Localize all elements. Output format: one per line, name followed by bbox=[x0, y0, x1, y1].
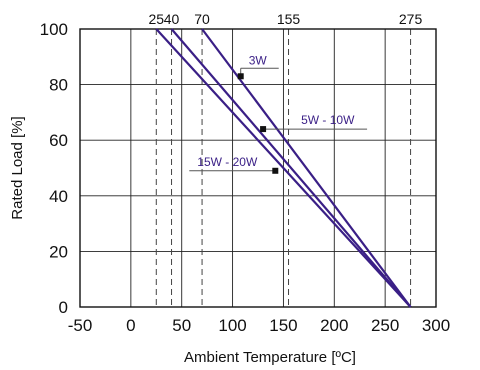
x-tick-label: 50 bbox=[172, 316, 191, 335]
series-marker bbox=[260, 126, 267, 133]
top-tick-label: 70 bbox=[194, 11, 210, 27]
y-tick-label: 20 bbox=[49, 242, 68, 261]
y-axis-label: Rated Load [%] bbox=[9, 116, 26, 219]
series-name-label: 3W bbox=[249, 53, 268, 67]
series-name-label: 5W - 10W bbox=[301, 113, 355, 127]
series-line bbox=[170, 28, 412, 308]
x-tick-label: 300 bbox=[422, 316, 450, 335]
x-tick-label: -50 bbox=[68, 316, 93, 335]
top-tick-label: 155 bbox=[277, 11, 301, 27]
top-tick-label: 25 bbox=[148, 11, 164, 27]
x-tick-label: 100 bbox=[218, 316, 246, 335]
y-tick-label: 100 bbox=[40, 20, 68, 39]
plot-frame bbox=[79, 28, 437, 308]
y-tick-label: 80 bbox=[49, 76, 68, 95]
series-lines bbox=[155, 28, 412, 308]
series-name-label: 15W - 20W bbox=[197, 155, 258, 169]
y-tick-label: 0 bbox=[59, 298, 68, 317]
x-tick-label: 200 bbox=[320, 316, 348, 335]
series-line bbox=[155, 28, 412, 308]
x-tick-label: 0 bbox=[126, 316, 135, 335]
top-tick-label: 275 bbox=[399, 11, 423, 27]
x-tick-label: 150 bbox=[269, 316, 297, 335]
dashed-guides bbox=[155, 29, 412, 307]
x-tick-label: 250 bbox=[371, 316, 399, 335]
series-line bbox=[201, 28, 412, 308]
top-tick-label: 40 bbox=[164, 11, 180, 27]
series-annotations: 3W 5W - 10W 15W - 20W bbox=[189, 53, 368, 174]
y-tick-label: 40 bbox=[49, 187, 68, 206]
y-tick-label: 60 bbox=[49, 131, 68, 150]
x-axis-label: Ambient Temperature [ºC] bbox=[184, 349, 356, 366]
series-marker bbox=[237, 73, 244, 80]
series-marker bbox=[272, 167, 279, 174]
grid-layer bbox=[79, 28, 437, 308]
